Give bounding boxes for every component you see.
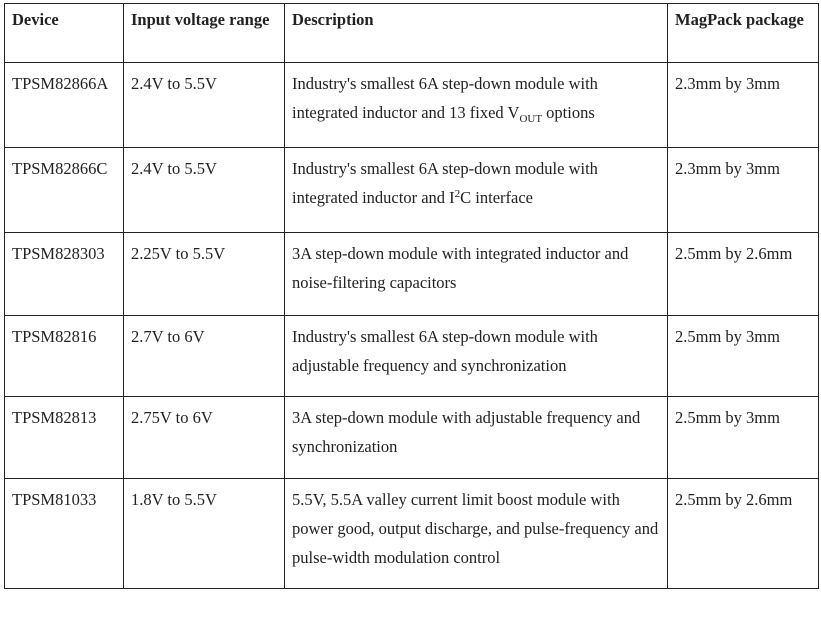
description-text: 3A step-down module with integrated indu… xyxy=(292,244,629,292)
device-cell: TPSM82866A xyxy=(4,62,124,148)
header-device: Device xyxy=(4,3,124,63)
package-cell: 2.3mm by 3mm xyxy=(667,147,819,233)
header-description: Description xyxy=(284,3,668,63)
description-text: Industry's smallest 6A step-down module … xyxy=(292,74,598,122)
package-cell: 2.5mm by 3mm xyxy=(667,396,819,479)
description-text: options xyxy=(542,103,595,122)
description-cell: Industry's smallest 6A step-down module … xyxy=(284,315,668,397)
package-cell: 2.5mm by 3mm xyxy=(667,315,819,397)
table-row: TPSM82866C 2.4V to 5.5V Industry's smalles… xyxy=(4,147,819,233)
package-cell: 2.3mm by 3mm xyxy=(667,62,819,148)
table-row: TPSM82816 2.7V to 6V Industry's smallest 6… xyxy=(4,315,819,397)
voltage-cell: 1.8V to 5.5V xyxy=(123,478,285,589)
superscript: 2 xyxy=(454,188,461,200)
device-comparison-table: Device Input voltage range Description M… xyxy=(4,3,819,589)
description-text: Industry's smallest 6A step-down module … xyxy=(292,327,598,375)
device-cell: TPSM82813 xyxy=(4,396,124,479)
description-cell: Industry's smallest 6A step-down module … xyxy=(284,147,668,233)
header-magpack-package: MagPack package xyxy=(667,3,819,63)
description-text: C interface xyxy=(460,188,533,207)
description-cell: 3A step-down module with adjustable freq… xyxy=(284,396,668,479)
voltage-cell: 2.25V to 5.5V xyxy=(123,232,285,316)
table-row: TPSM82813 2.75V to 6V 3A step-down module … xyxy=(4,396,819,479)
description-cell: 3A step-down module with integrated indu… xyxy=(284,232,668,316)
subscript: OUT xyxy=(519,113,543,125)
device-cell: TPSM81033 xyxy=(4,478,124,589)
package-cell: 2.5mm by 2.6mm xyxy=(667,232,819,316)
package-cell: 2.5mm by 2.6mm xyxy=(667,478,819,589)
table-row: TPSM81033 1.8V to 5.5V 5.5V, 5.5A valley c… xyxy=(4,478,819,589)
description-cell: 5.5V, 5.5A valley current limit boost mo… xyxy=(284,478,668,589)
device-cell: TPSM82866C xyxy=(4,147,124,233)
table-row: TPSM828303 2.25V to 5.5V 3A step-down modu… xyxy=(4,232,819,316)
device-cell: TPSM828303 xyxy=(4,232,124,316)
voltage-cell: 2.7V to 6V xyxy=(123,315,285,397)
voltage-cell: 2.75V to 6V xyxy=(123,396,285,479)
device-cell: TPSM82816 xyxy=(4,315,124,397)
header-input-voltage-range: Input voltage range xyxy=(123,3,285,63)
table-row: TPSM82866A 2.4V to 5.5V Industry's smalles… xyxy=(4,62,819,148)
description-cell: Industry's smallest 6A step-down module … xyxy=(284,62,668,148)
description-text: 5.5V, 5.5A valley current limit boost mo… xyxy=(292,490,659,567)
description-text: 3A step-down module with adjustable freq… xyxy=(292,408,641,456)
voltage-cell: 2.4V to 5.5V xyxy=(123,62,285,148)
header-row: Device Input voltage range Description M… xyxy=(4,3,819,63)
description-text: Industry's smallest 6A step-down module … xyxy=(292,159,598,207)
voltage-cell: 2.4V to 5.5V xyxy=(123,147,285,233)
